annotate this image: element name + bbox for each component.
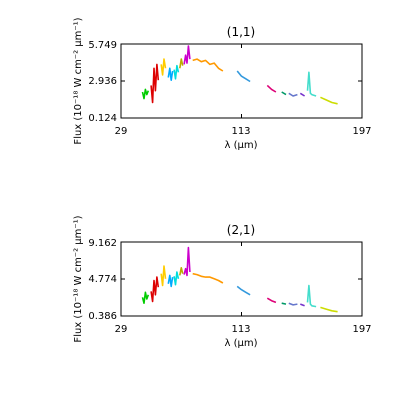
chart-panel-1-1: (1,1) 29 113 197 0.124 2.936 5.749 λ (μm… [73, 17, 372, 151]
series-layer [141, 246, 338, 313]
x-tick-label-29: 29 [115, 126, 128, 137]
y-tick-label-4774: 4.774 [88, 274, 117, 285]
series-line-12 [288, 92, 298, 97]
series-line-13 [300, 303, 305, 307]
plot-frame [120, 43, 363, 119]
x-tick-label-197: 197 [352, 324, 371, 335]
x-tick-label-113: 113 [231, 126, 250, 137]
series-line-4 [167, 67, 174, 81]
series-line-14 [306, 284, 317, 308]
series-line-9 [236, 70, 251, 83]
y-axis-label: Flux (10⁻¹⁸ W cm⁻² μm⁻¹) [73, 17, 84, 144]
series-line-6 [179, 266, 184, 276]
y-tick-label-5749: 5.749 [88, 40, 117, 51]
x-tick-label-29: 29 [115, 324, 128, 335]
chart-title: (2,1) [227, 223, 255, 237]
series-line-2 [150, 63, 160, 104]
series-line-3 [160, 265, 167, 287]
tick-layer [120, 241, 363, 317]
series-line-3 [160, 58, 167, 76]
series-line-5 [173, 271, 180, 286]
series-line-10 [266, 84, 277, 93]
series-layer [141, 45, 338, 105]
series-line-7 [183, 45, 191, 65]
y-tick-label-2936: 2.936 [88, 76, 117, 87]
series-line-2 [150, 276, 160, 303]
chart-panel-2-1: (2,1) 29 113 197 0.386 4.774 9.162 λ (μm… [73, 215, 372, 349]
series-line-7 [183, 246, 191, 277]
series-line-8 [192, 58, 224, 72]
x-axis-label: λ (μm) [224, 338, 257, 349]
series-line-13 [299, 92, 306, 97]
y-tick-label-0124: 0.124 [88, 113, 117, 124]
series-line-14 [306, 71, 317, 97]
series-line-5 [173, 64, 180, 80]
series-line-6 [179, 58, 184, 69]
y-tick-label-0386: 0.386 [88, 311, 117, 322]
series-line-10 [266, 297, 277, 304]
tick-layer [120, 43, 363, 119]
chart-title: (1,1) [227, 25, 255, 39]
series-line-9 [236, 285, 251, 296]
series-line-15 [320, 306, 338, 313]
series-line-1 [141, 291, 150, 305]
series-line-12 [288, 302, 298, 306]
y-tick-label-9162: 9.162 [88, 238, 117, 249]
series-line-4 [167, 274, 174, 288]
y-axis-label: Flux (10⁻¹⁸ W cm⁻² μm⁻¹) [73, 215, 84, 342]
series-line-11 [281, 91, 287, 96]
series-line-1 [141, 88, 150, 100]
x-tick-label-113: 113 [231, 324, 250, 335]
x-tick-label-197: 197 [352, 126, 371, 137]
series-line-8 [192, 272, 224, 284]
series-line-15 [320, 96, 338, 105]
series-line-11 [281, 302, 287, 305]
x-axis-label: λ (μm) [224, 140, 257, 151]
